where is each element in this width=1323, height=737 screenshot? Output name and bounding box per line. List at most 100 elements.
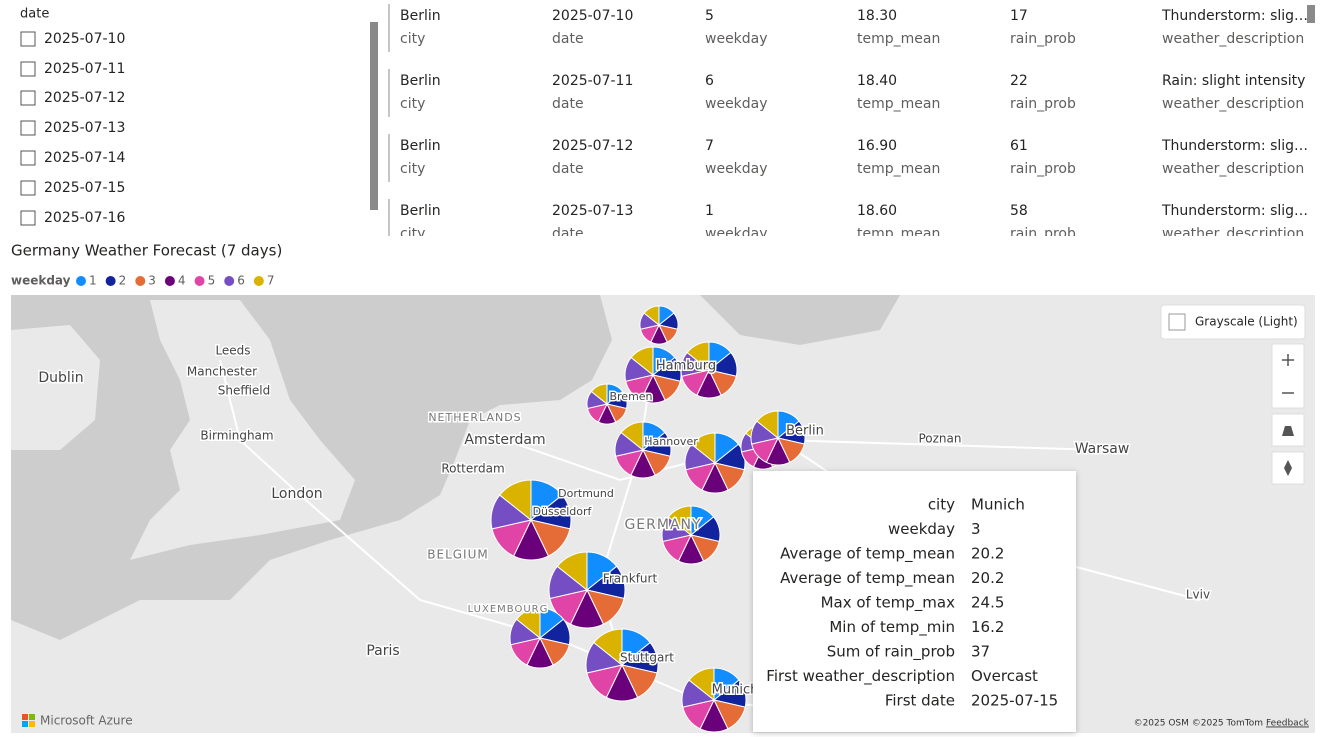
slicer-item[interactable]: 2025-07-12 (44, 90, 125, 106)
tooltip (753, 471, 1076, 732)
map-label: Düsseldorf (533, 505, 593, 518)
map-sea (700, 295, 900, 345)
map-attribution: ©2025 OSM ©2025 TomTom (1134, 719, 1263, 729)
tooltip-value: Overcast (971, 667, 1038, 685)
checkbox[interactable] (20, 210, 36, 226)
cell-value: 22 (1010, 73, 1028, 89)
slicer-item[interactable]: 2025-07-15 (44, 180, 125, 196)
cell-value: 58 (1010, 203, 1028, 219)
pie (548, 551, 626, 629)
map-label: Lviv (1186, 588, 1210, 602)
cell-value: Thunderstorm: slig… (1161, 203, 1308, 219)
logo-icon (29, 714, 35, 720)
legend-dot (76, 276, 86, 286)
map-label: Munich (712, 683, 759, 698)
legend-dot (224, 276, 235, 286)
pie (681, 667, 747, 733)
map-label: Frankfurt (603, 572, 658, 586)
cell-value: Thunderstorm: slig… (1161, 138, 1308, 154)
cell-label: city (400, 226, 425, 242)
pie (585, 628, 659, 702)
slicer-scrollbar[interactable] (370, 22, 378, 210)
map-label: Warsaw (1075, 441, 1130, 457)
legend-label: 5 (208, 274, 216, 288)
pie-slice (690, 432, 716, 465)
legend-label: 3 (148, 274, 156, 288)
map-label: Dortmund (558, 487, 614, 500)
tooltip-value: 2025-07-15 (971, 692, 1058, 710)
table-scrollbar[interactable] (1307, 5, 1315, 23)
cell-value: 2025-07-11 (552, 73, 633, 89)
map-label: Paris (366, 643, 399, 659)
tooltip-rows: city Munich weekday 3 Average of temp_mean 20… (766, 496, 1058, 710)
map-style-icon (1168, 313, 1186, 331)
zoom-control[interactable] (1271, 343, 1305, 409)
cell-label: date (552, 226, 584, 242)
map-label: BELGIUM (427, 548, 488, 562)
map-label: Poznan (918, 432, 961, 446)
map-label: Manchester (187, 365, 257, 379)
tooltip-label: Sum of rain_prob (827, 643, 955, 662)
cell-label: temp_mean (857, 161, 940, 177)
cell-value: Rain: slight intensity (1162, 73, 1305, 89)
cell-value: Berlin (400, 138, 441, 154)
cell-value: 16.90 (857, 138, 897, 154)
cell-label: city (400, 31, 425, 47)
pie-slice (590, 383, 608, 406)
legend-dot (164, 276, 175, 286)
compass-icon (1284, 460, 1292, 476)
map-style-button[interactable] (1160, 304, 1306, 340)
checkbox[interactable] (20, 90, 36, 106)
pie (490, 479, 572, 561)
tooltip-label: Min of temp_min (829, 618, 955, 637)
cell-label: temp_mean (857, 96, 940, 112)
legend-dot (105, 276, 116, 286)
cell-label: weather_description (1162, 96, 1304, 112)
tooltip-value: 37 (971, 643, 990, 661)
slicer-item[interactable]: 2025-07-14 (44, 150, 125, 166)
pie-slice (688, 667, 715, 702)
slicer-title: date (20, 7, 49, 22)
cell-label: temp_mean (857, 226, 940, 242)
map-logo: Microsoft Azure (40, 714, 133, 728)
cell-value: 2025-07-13 (552, 203, 633, 219)
tooltip-label: Average of temp_mean (780, 569, 955, 588)
legend-label: 4 (178, 274, 186, 288)
map-label: Birmingham (200, 429, 273, 443)
cell-label: rain_prob (1010, 226, 1076, 242)
pie-slice (667, 505, 692, 537)
logo-icon (22, 714, 28, 720)
map-label: NETHERLANDS (428, 411, 521, 424)
cell-value: 61 (1010, 138, 1028, 154)
pie (680, 341, 738, 399)
checkbox[interactable] (20, 31, 36, 47)
slicer-item[interactable]: 2025-07-10 (44, 31, 125, 47)
checkbox[interactable] (20, 150, 36, 166)
cell-value: 5 (705, 8, 714, 24)
pie (661, 505, 721, 565)
checkbox[interactable] (20, 120, 36, 136)
cell-value: Berlin (400, 203, 441, 219)
legend-dot (253, 276, 264, 286)
tooltip-value: 16.2 (971, 618, 1004, 636)
tooltip-label: weekday (888, 520, 955, 538)
checkbox[interactable] (20, 61, 36, 77)
cell-value: Berlin (400, 8, 441, 24)
cell-label: weather_description (1162, 31, 1304, 47)
map-label: Amsterdam (464, 432, 545, 448)
slicer-item[interactable]: 2025-07-11 (44, 61, 125, 77)
cell-value: 18.30 (857, 8, 897, 24)
pie (639, 305, 679, 345)
map-label: Hamburg (656, 359, 716, 374)
slicer-item[interactable]: 2025-07-13 (44, 120, 125, 136)
checkbox[interactable] (20, 180, 36, 196)
pie-slice (556, 551, 588, 592)
map-feedback[interactable]: Feedback (1266, 719, 1310, 729)
map-label: Hannover (644, 435, 698, 448)
cell-label: weather_description (1162, 226, 1304, 242)
map-style-label: Grayscale (Light) (1195, 315, 1298, 329)
tooltip-label: First date (885, 692, 955, 710)
map-label: GERMANY (624, 517, 701, 533)
slicer-item[interactable]: 2025-07-16 (44, 210, 125, 226)
